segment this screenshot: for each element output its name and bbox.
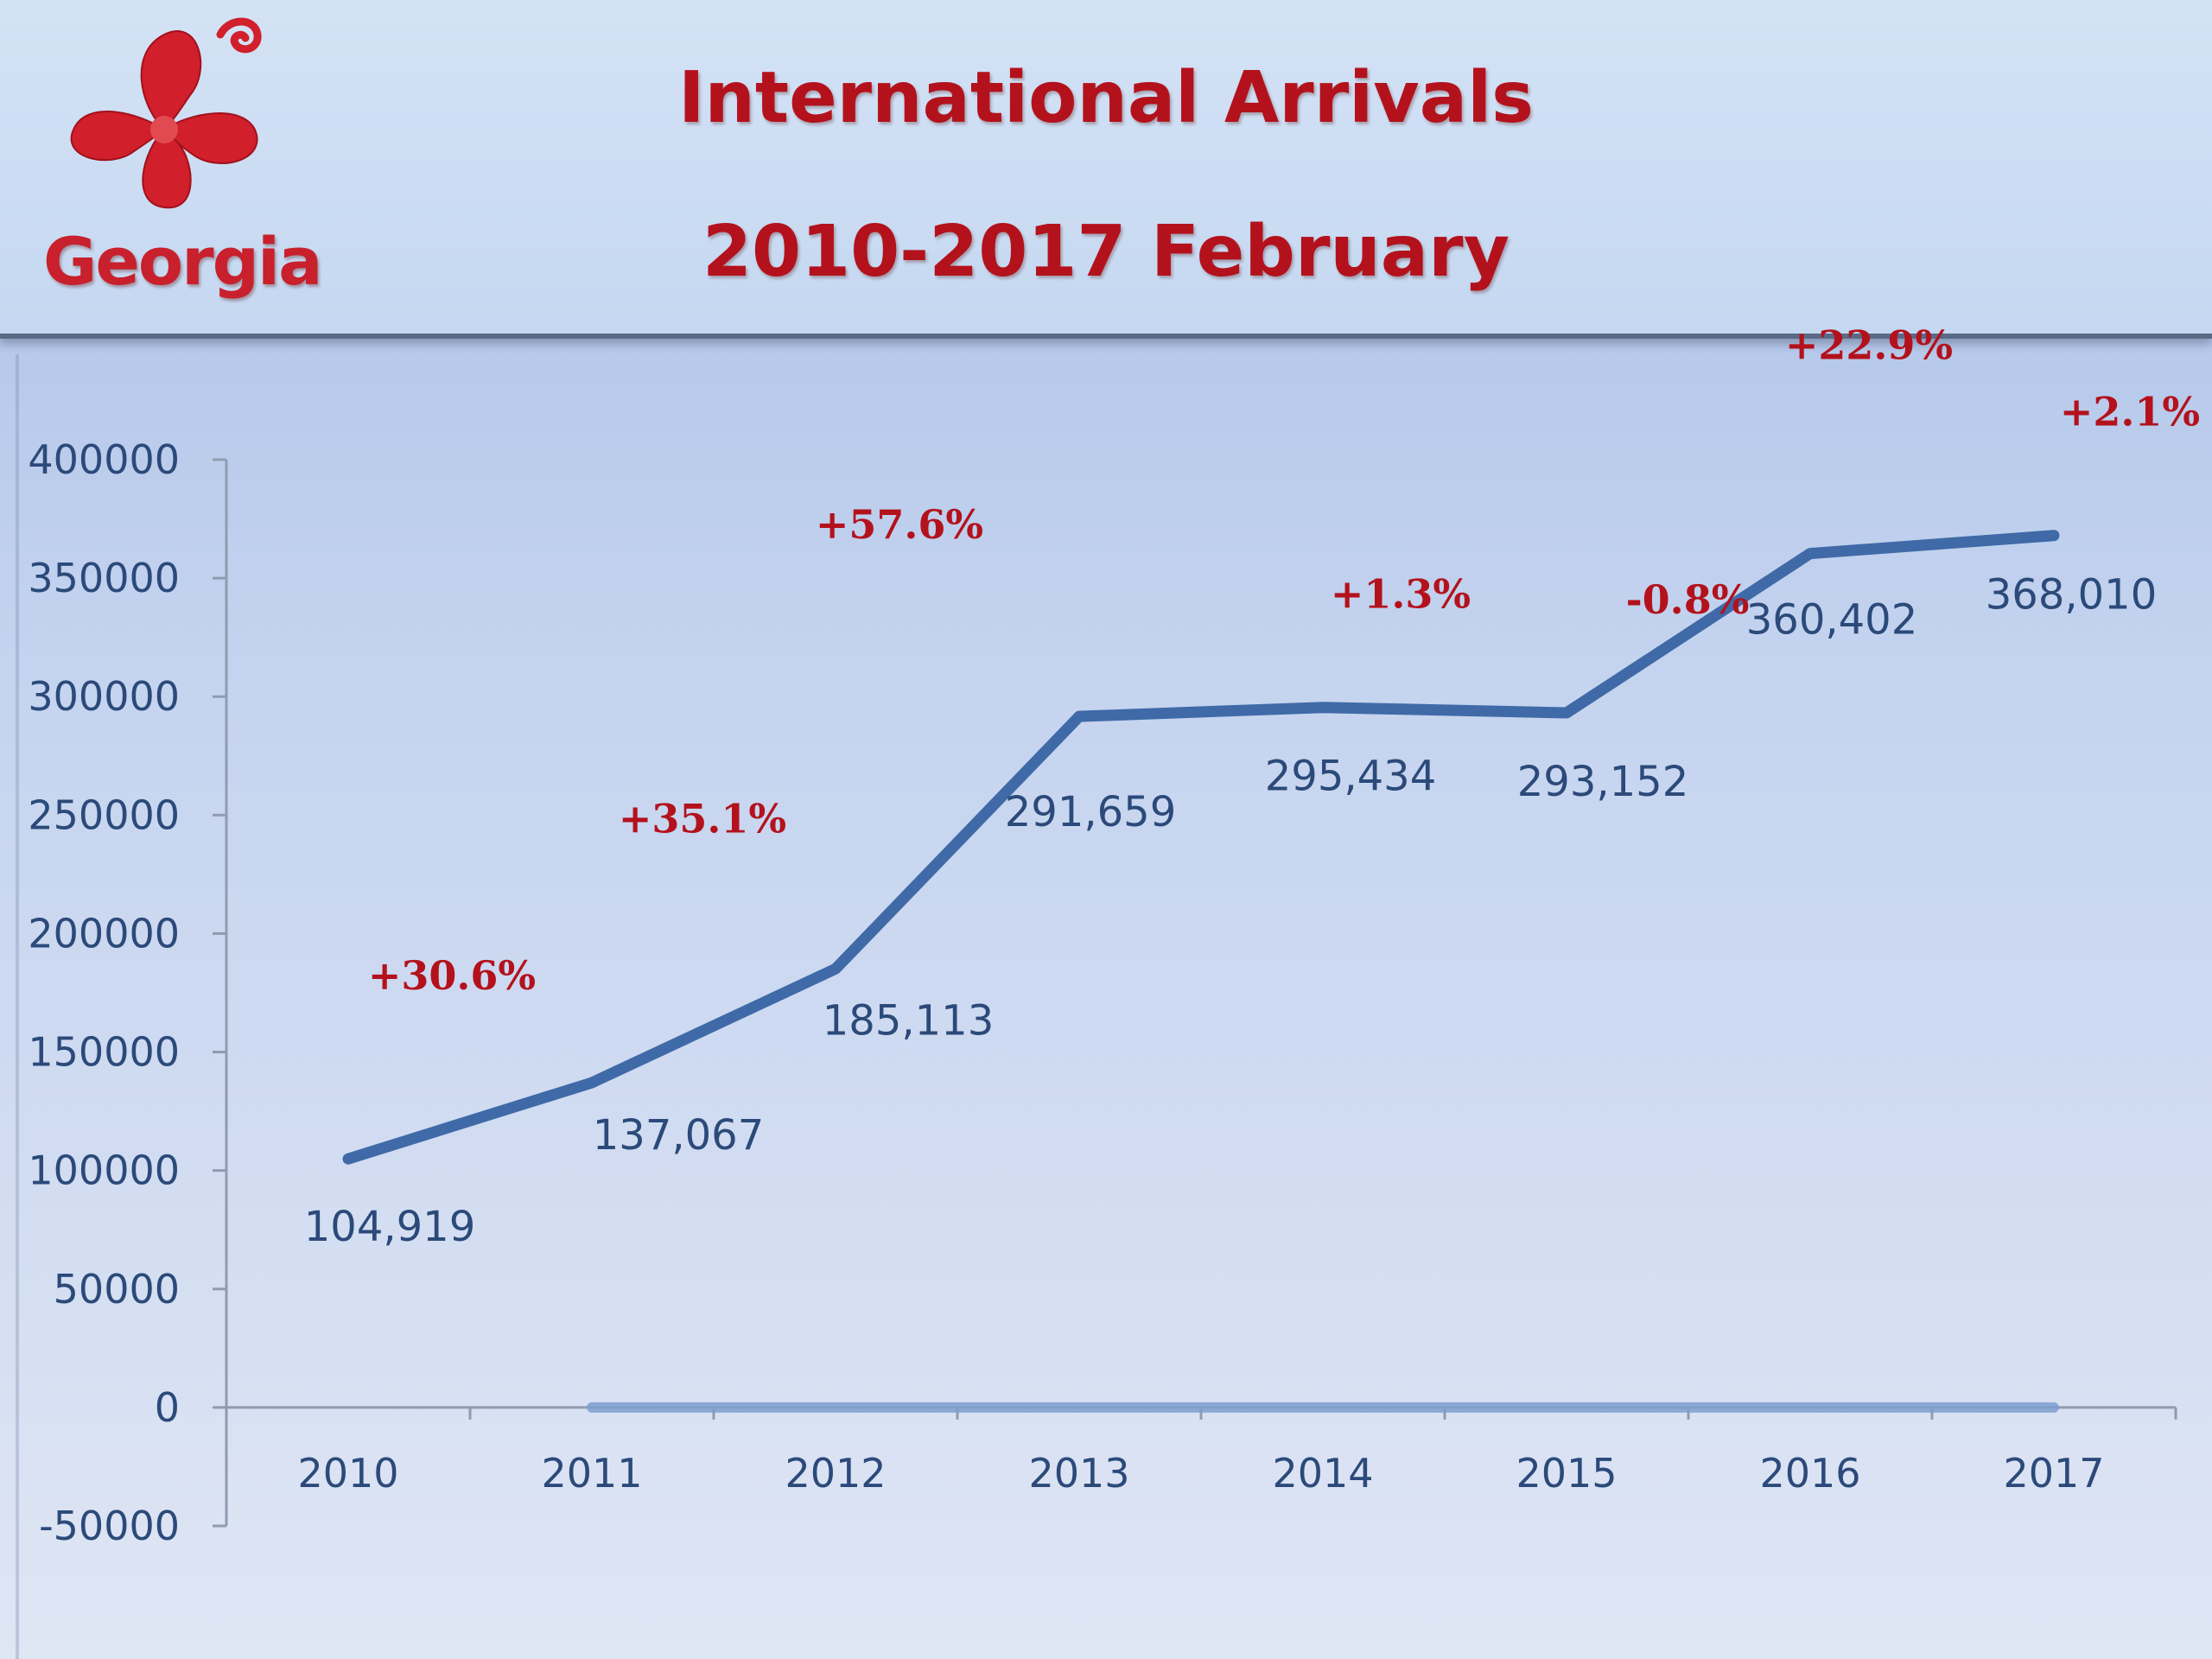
- data-value-label: 137,067: [593, 1111, 765, 1160]
- y-tick-label: 100000: [28, 1147, 180, 1194]
- x-tick-label: 2011: [541, 1450, 642, 1497]
- x-tick-label: 2017: [2003, 1450, 2104, 1497]
- y-tick-label: 350000: [28, 555, 180, 601]
- growth-rate-label: -0.8%: [1626, 576, 1750, 623]
- growth-rate-label: +35.1%: [619, 795, 786, 842]
- data-point: [591, 1082, 593, 1084]
- data-value-label: 291,659: [1005, 788, 1177, 836]
- y-tick-label: 400000: [28, 436, 180, 483]
- data-point: [1322, 706, 1324, 709]
- data-value-label: 368,010: [1986, 571, 2158, 620]
- growth-rate-label: +30.6%: [368, 952, 536, 999]
- y-tick-label: 300000: [28, 673, 180, 720]
- chart-title-line1: International Arrivals: [677, 57, 1534, 139]
- x-tick-label: 2012: [785, 1450, 886, 1497]
- data-point: [1078, 715, 1080, 718]
- x-tick-label: 2014: [1272, 1450, 1373, 1497]
- y-tick-label: -50000: [39, 1503, 180, 1549]
- chart-title-line2: 2010-2017 February: [702, 211, 1510, 293]
- data-point: [347, 1158, 349, 1160]
- logo-text: Georgia: [43, 223, 322, 300]
- series-line: [342, 530, 2060, 1165]
- x-tick-label: 2010: [297, 1450, 398, 1497]
- data-point: [1566, 712, 1567, 715]
- y-tick-label: 0: [155, 1384, 180, 1431]
- x-tick-label: 2013: [1028, 1450, 1129, 1497]
- growth-rate-label: +2.1%: [2060, 389, 2200, 435]
- x-tick-label: 2016: [1759, 1450, 1860, 1497]
- data-value-label: 104,919: [304, 1203, 476, 1251]
- y-tick-label: 250000: [28, 791, 180, 838]
- x-tick-label: 2015: [1516, 1450, 1617, 1497]
- data-value-label: 185,113: [823, 996, 995, 1045]
- data-point: [2053, 534, 2055, 537]
- data-value-label: 293,152: [1517, 758, 1689, 806]
- georgia-flower-logo-icon: [70, 17, 262, 209]
- data-point: [1809, 552, 1811, 555]
- data-point: [835, 968, 836, 970]
- growth-rate-label: +22.9%: [1785, 322, 1953, 369]
- growth-rate-label: +57.6%: [816, 501, 983, 548]
- left-frame-rule: [16, 354, 19, 1659]
- y-tick-label: 150000: [28, 1029, 180, 1076]
- data-value-label: 360,402: [1746, 596, 1918, 645]
- growth-rate-label: +1.3%: [1331, 571, 1471, 618]
- y-tick-label: 50000: [54, 1266, 180, 1313]
- y-tick-label: 200000: [28, 910, 180, 957]
- data-value-label: 295,434: [1265, 753, 1437, 801]
- header-banner: Georgia International Arrivals 2010-2017…: [0, 0, 2212, 339]
